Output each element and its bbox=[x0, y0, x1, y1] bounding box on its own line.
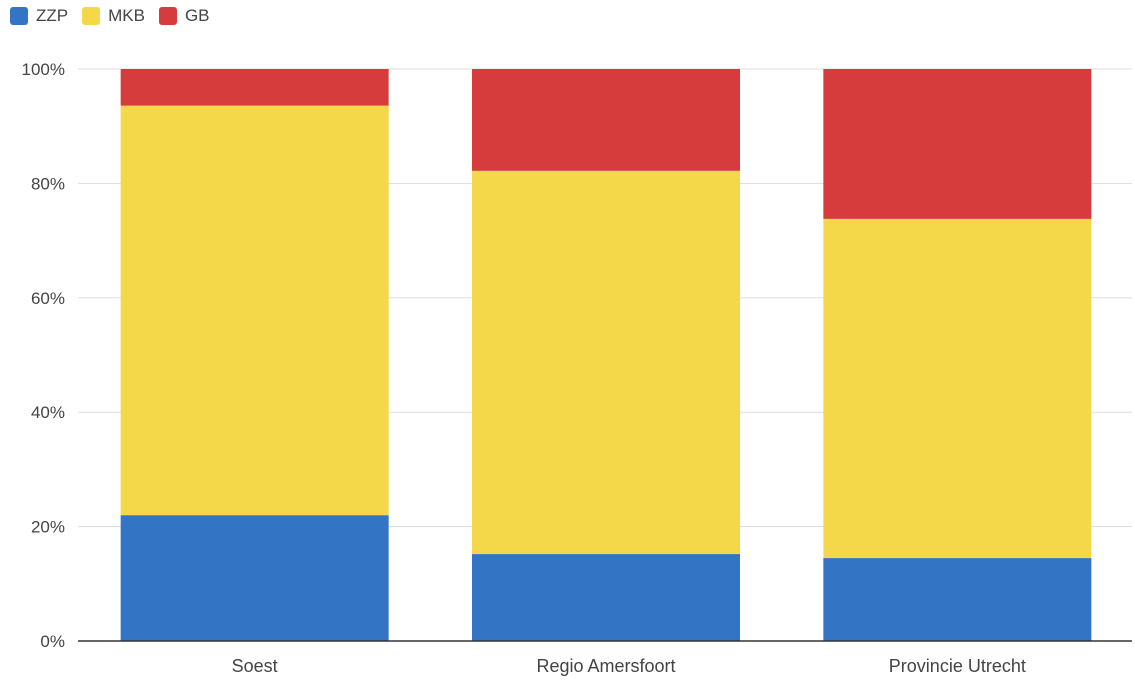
legend-label-mkb: MKB bbox=[108, 6, 145, 25]
bar-zzp-provincie-utrecht[interactable] bbox=[823, 558, 1092, 641]
bar-gb-provincie-utrecht[interactable] bbox=[823, 69, 1092, 219]
y-tick-label: 80% bbox=[31, 174, 65, 193]
bar-gb-soest[interactable] bbox=[120, 69, 389, 106]
bar-zzp-regio-amersfoort[interactable] bbox=[472, 554, 740, 641]
y-tick-label: 100% bbox=[22, 60, 65, 79]
legend-item-gb[interactable]: GB bbox=[158, 6, 210, 26]
x-tick-label: Regio Amersfoort bbox=[536, 656, 675, 676]
y-tick-label: 20% bbox=[31, 518, 65, 537]
y-tick-label: 40% bbox=[31, 403, 65, 422]
legend-label-zzp: ZZP bbox=[36, 6, 69, 25]
x-tick-label: Provincie Utrecht bbox=[889, 656, 1026, 676]
legend-item-zzp[interactable]: ZZP bbox=[10, 6, 68, 26]
bar-gb-regio-amersfoort[interactable] bbox=[472, 69, 740, 171]
legend-swatch-mkb bbox=[82, 7, 101, 25]
legend-swatch-gb bbox=[158, 7, 177, 25]
bar-mkb-provincie-utrecht[interactable] bbox=[823, 218, 1092, 559]
y-tick-label: 60% bbox=[31, 289, 65, 308]
legend-label-gb: GB bbox=[184, 6, 210, 25]
bar-zzp-soest[interactable] bbox=[120, 515, 389, 641]
legend-swatch-zzp bbox=[10, 7, 28, 25]
legend: ZZP MKB GB bbox=[10, 6, 210, 26]
bar-mkb-soest[interactable] bbox=[120, 105, 389, 516]
y-tick-label: 0% bbox=[40, 632, 65, 651]
bar-mkb-regio-amersfoort[interactable] bbox=[472, 170, 740, 555]
legend-item-mkb[interactable]: MKB bbox=[82, 6, 145, 26]
x-tick-label: Soest bbox=[232, 656, 278, 676]
